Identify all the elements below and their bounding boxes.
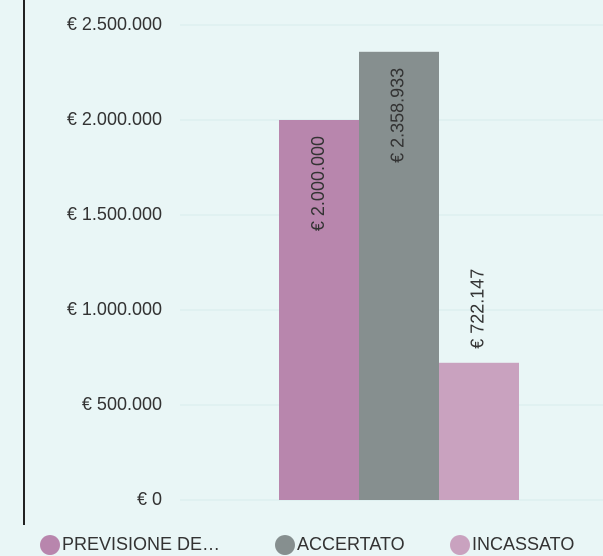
y-tick-label: € 2.000.000 <box>67 109 162 129</box>
legend-marker <box>40 535 60 555</box>
bar <box>439 362 519 500</box>
legend-label: PREVISIONE DE… <box>62 534 220 554</box>
y-tick-label: € 1.000.000 <box>67 299 162 319</box>
bar <box>279 120 359 500</box>
bar <box>359 51 439 500</box>
y-tick-label: € 500.000 <box>82 394 162 414</box>
y-tick-label: € 2.500.000 <box>67 14 162 34</box>
legend-label: ACCERTATO <box>297 534 405 554</box>
legend-label: INCASSATO <box>472 534 574 554</box>
legend-marker <box>275 535 295 555</box>
legend-marker <box>450 535 470 555</box>
y-tick-label: € 1.500.000 <box>67 204 162 224</box>
value-label: € 722.147 <box>468 269 488 349</box>
y-tick-label: € 0 <box>137 489 162 509</box>
value-label: € 2.358.933 <box>388 68 408 163</box>
value-label: € 2.000.000 <box>308 136 328 231</box>
